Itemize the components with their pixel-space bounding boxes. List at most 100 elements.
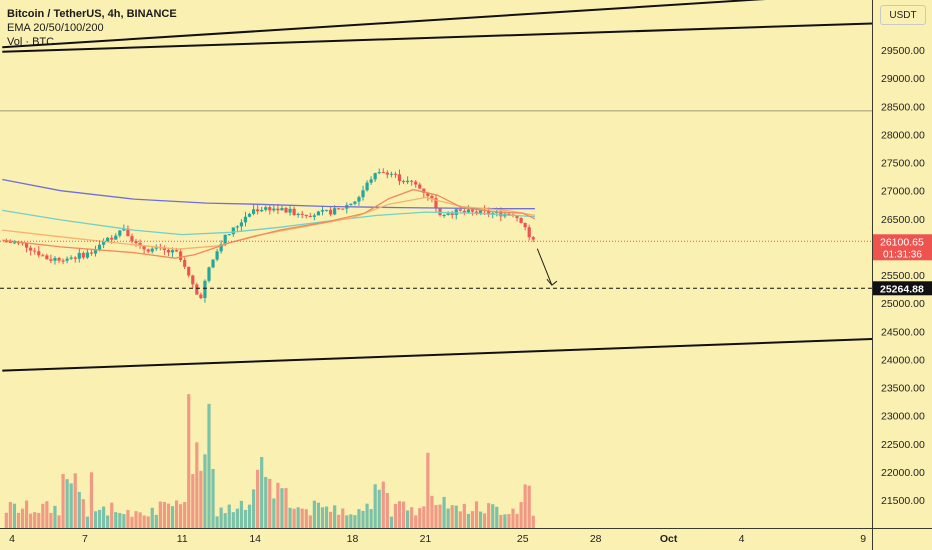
volume-bar xyxy=(256,470,259,528)
candle-body xyxy=(211,260,214,268)
candle-body xyxy=(297,214,300,215)
candle-body xyxy=(215,251,218,259)
volume-bar xyxy=(215,516,218,528)
volume-bar xyxy=(252,489,255,528)
volume-bar xyxy=(163,502,166,528)
volume-bar xyxy=(151,508,154,528)
volume-bar xyxy=(402,502,405,528)
volume-bar xyxy=(301,509,304,528)
volume-bar xyxy=(224,513,227,528)
volume-bar xyxy=(284,488,287,528)
volume-bar xyxy=(195,442,198,528)
candle-body xyxy=(9,242,12,243)
candle-body xyxy=(41,255,44,256)
candle-body xyxy=(260,210,263,211)
volume-bar xyxy=(455,506,458,528)
last-price-countdown: 01:31:36 xyxy=(883,249,922,260)
volume-bar xyxy=(524,484,527,528)
volume-bar xyxy=(430,496,433,528)
volume-bar xyxy=(410,507,413,528)
volume-bar xyxy=(49,513,52,528)
volume-bar xyxy=(37,513,40,528)
volume-bar xyxy=(459,511,462,528)
candle-body xyxy=(82,253,85,258)
time-tick-label: 28 xyxy=(590,533,602,545)
candle-body xyxy=(187,267,190,276)
volume-bar xyxy=(130,517,133,528)
candle-body xyxy=(451,214,454,215)
last-price-value: 26100.65 xyxy=(880,236,924,248)
candle-body xyxy=(471,210,474,212)
candle-body xyxy=(430,196,433,198)
volume-bar xyxy=(487,503,490,528)
price-tick-label: 28500.00 xyxy=(881,101,925,113)
volume-bar xyxy=(519,502,522,528)
candle-body xyxy=(410,181,413,182)
volume-bar xyxy=(426,453,429,528)
candle-body xyxy=(528,227,531,237)
volume-bar xyxy=(361,511,364,528)
candle-body xyxy=(264,207,267,210)
candle-body xyxy=(394,174,397,175)
candle-body xyxy=(305,215,308,216)
time-tick-label: 18 xyxy=(347,533,359,545)
candle-body xyxy=(353,202,356,204)
volume-bar xyxy=(313,501,316,528)
candle-body xyxy=(167,250,170,252)
volume-bar xyxy=(228,505,231,528)
candle-body xyxy=(370,179,373,182)
price-tick-label: 29500.00 xyxy=(881,45,925,57)
volume-bar xyxy=(463,504,466,528)
volume-bar xyxy=(386,493,389,528)
volume-bar xyxy=(5,513,8,528)
volume-bar xyxy=(41,504,44,528)
candle-body xyxy=(321,210,324,211)
candle-body xyxy=(114,236,117,240)
ema-indicator-label[interactable]: EMA 20/50/100/200 xyxy=(7,21,177,35)
price-tick-label: 25000.00 xyxy=(881,298,925,310)
candle-body xyxy=(418,185,421,189)
volume-bar xyxy=(406,510,409,528)
candle-body xyxy=(317,212,320,216)
candle-body xyxy=(118,230,121,235)
candle-body xyxy=(382,172,385,173)
candle-body xyxy=(33,251,36,252)
currency-unit-button[interactable]: USDT xyxy=(880,5,926,25)
volume-bar xyxy=(126,510,129,528)
volume-bar xyxy=(414,515,417,528)
volume-bar xyxy=(66,479,69,528)
candle-body xyxy=(313,215,316,216)
volume-bar xyxy=(29,514,32,528)
volume-bar xyxy=(532,516,535,528)
volume-bar xyxy=(483,513,486,528)
volume-bar xyxy=(175,500,178,528)
volume-bar xyxy=(74,473,77,528)
volume-bar xyxy=(495,507,498,528)
price-tick-label: 25500.00 xyxy=(881,270,925,282)
volume-bar xyxy=(155,515,158,528)
symbol-title[interactable]: Bitcoin / TetherUS, 4h, BINANCE xyxy=(7,7,177,21)
volume-bar xyxy=(528,486,531,528)
volume-bar xyxy=(382,482,385,528)
volume-bar xyxy=(236,509,239,528)
candle-body xyxy=(293,209,296,215)
volume-indicator-label[interactable]: Vol · BTC xyxy=(7,35,177,49)
volume-bar xyxy=(264,477,267,528)
candle-body xyxy=(110,238,113,240)
candle-body xyxy=(280,208,283,210)
volume-bar xyxy=(244,510,247,528)
volume-bar xyxy=(187,394,190,528)
volume-bar xyxy=(25,501,28,528)
candle-body xyxy=(532,237,535,239)
candle-body xyxy=(224,235,227,244)
price-tick-label: 22500.00 xyxy=(881,439,925,451)
candle-body xyxy=(329,210,332,215)
time-tick-label: 4 xyxy=(739,533,745,545)
candle-body xyxy=(49,259,52,260)
volume-bar xyxy=(434,505,437,528)
price-tick-label: 21500.00 xyxy=(881,495,925,507)
candle-body xyxy=(309,216,312,217)
volume-bar xyxy=(232,512,235,528)
candle-body xyxy=(519,218,522,223)
